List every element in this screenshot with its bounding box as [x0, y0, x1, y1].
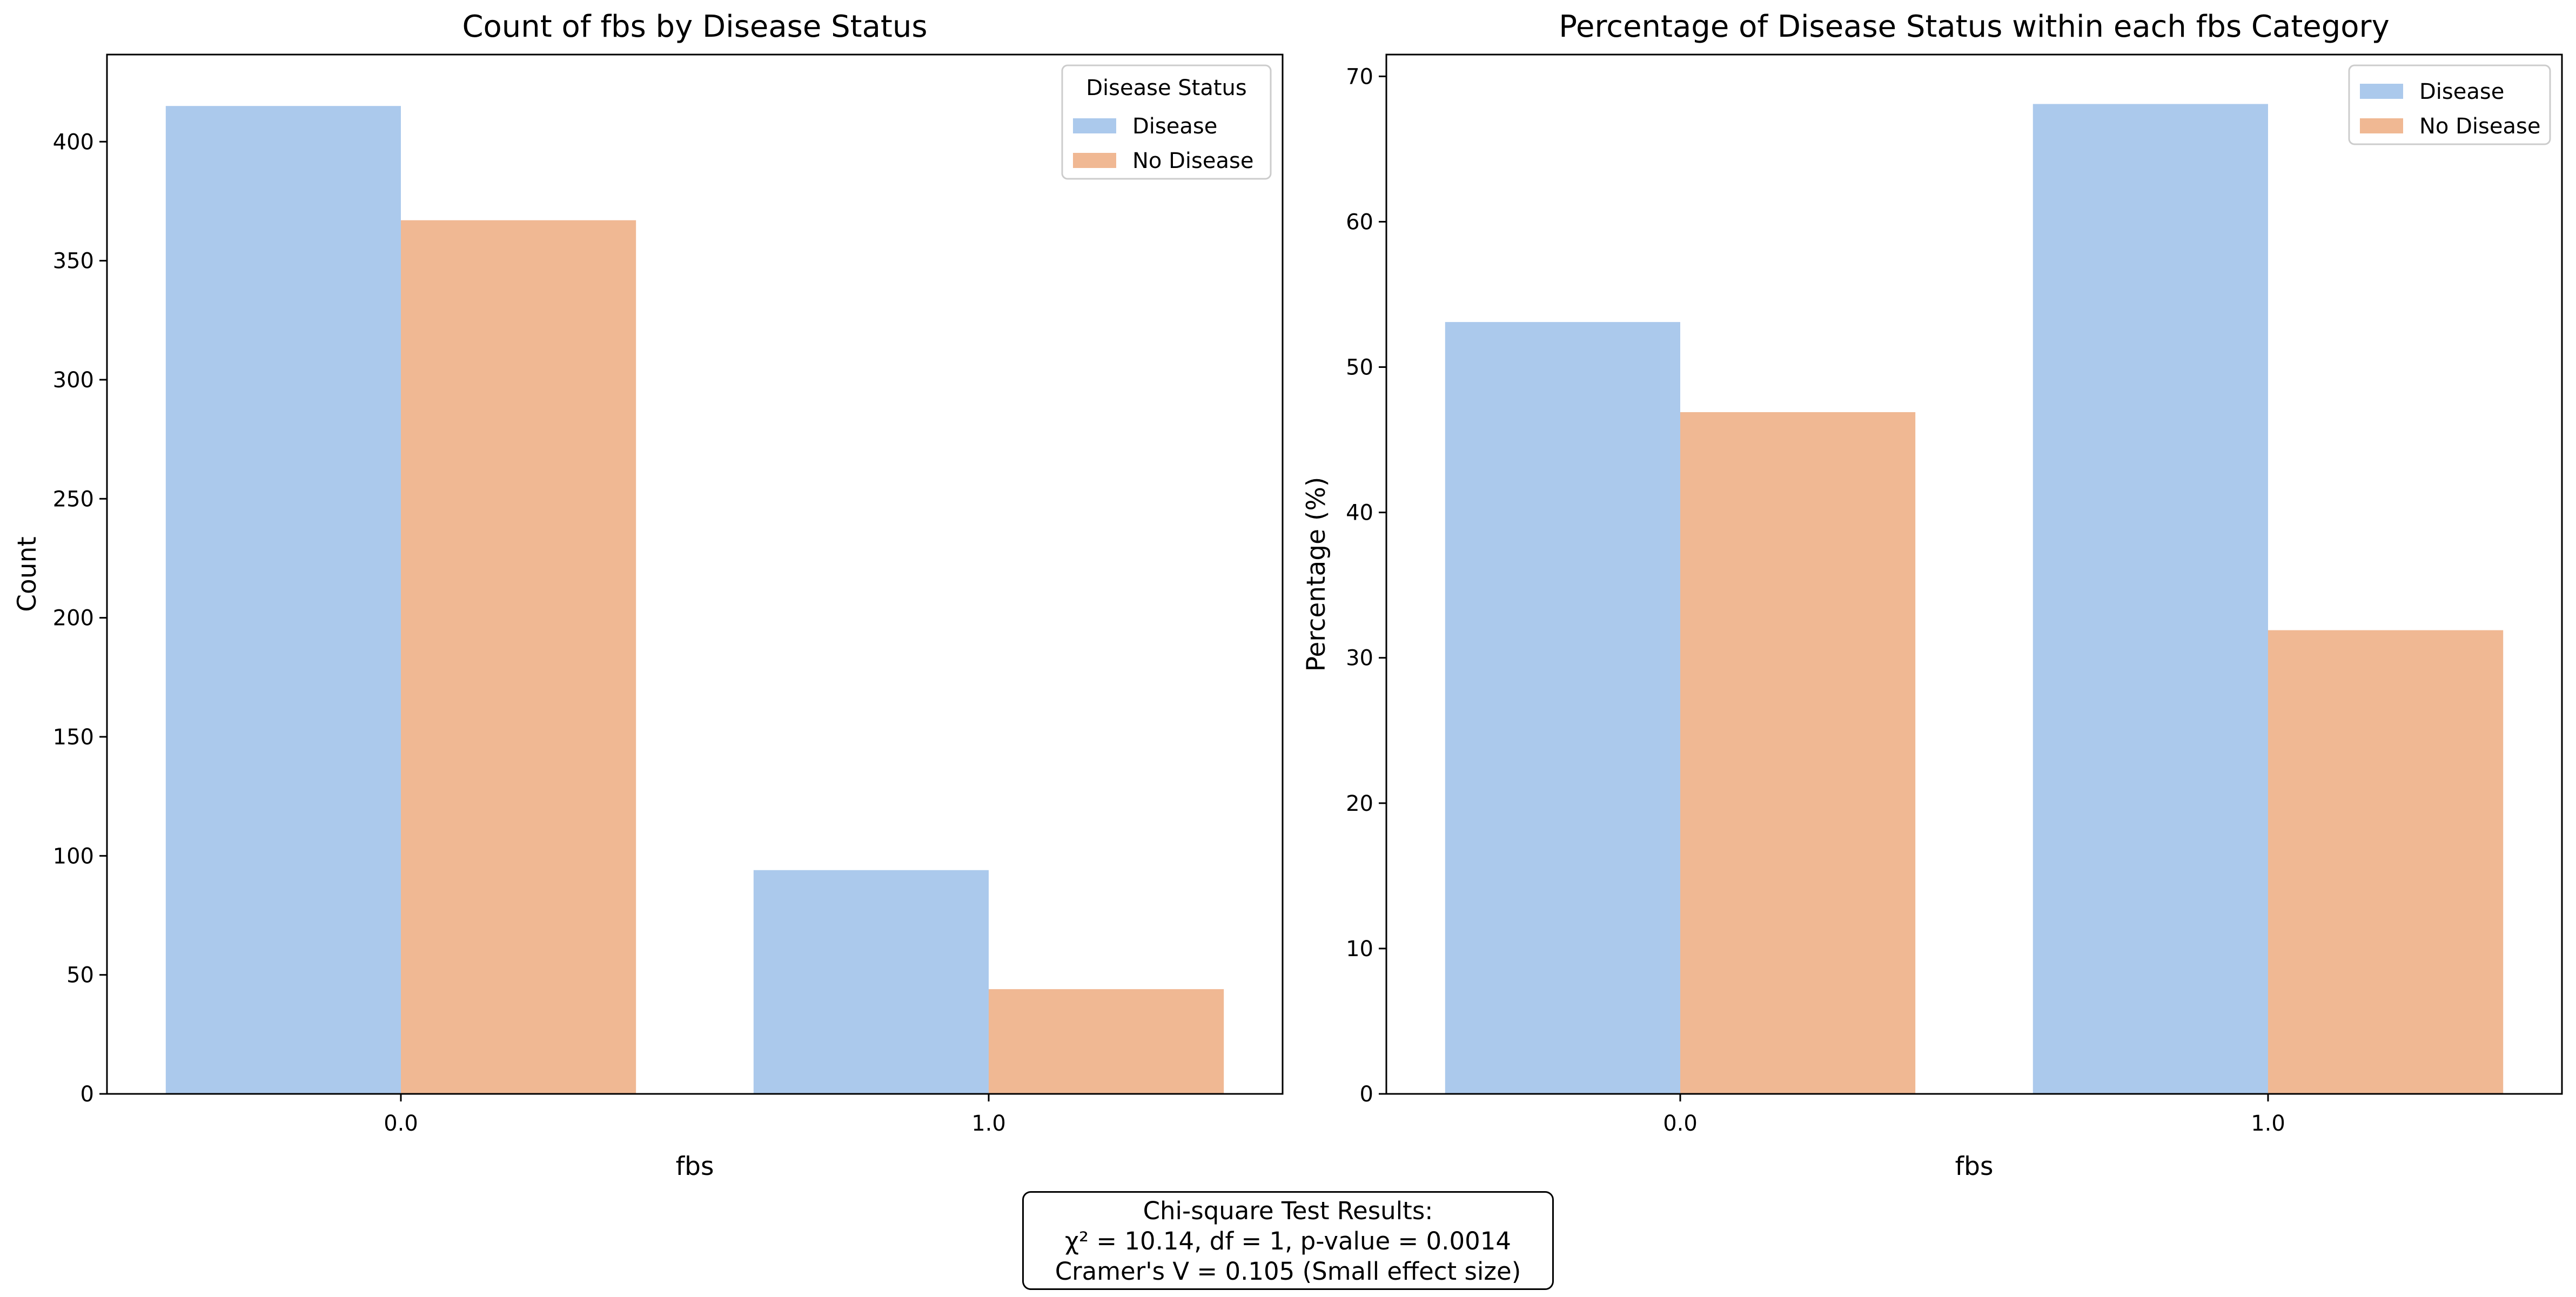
y-tick-label: 10 — [1346, 937, 1373, 962]
bar-no-disease-0-0 — [1680, 412, 1916, 1094]
legend-label-no-disease: No Disease — [2419, 114, 2540, 139]
chart-title: Percentage of Disease Status within each… — [1559, 9, 2389, 44]
y-tick-label: 50 — [1346, 355, 1373, 380]
x-axis-label: fbs — [1955, 1152, 1994, 1181]
y-tick-label: 150 — [53, 725, 94, 750]
x-tick-label: 1.0 — [2251, 1111, 2285, 1136]
y-tick-label: 350 — [53, 249, 94, 274]
bar-disease-1-0 — [753, 870, 989, 1094]
legend-box — [1061, 64, 1272, 180]
y-tick-label: 30 — [1346, 646, 1373, 671]
count-chart: 0 50 100 150 200 250 300 350 400 0.0 1.0 Count of f… — [12, 9, 1284, 1181]
percentage-chart: 0 10 20 30 40 50 60 70 0.0 1.0 Percentage of Disea… — [1302, 9, 2563, 1181]
x-tick-label: 0.0 — [384, 1111, 418, 1136]
legend-swatch-no-disease — [2360, 118, 2403, 133]
y-tick-label: 50 — [66, 963, 94, 988]
y-tick-label: 200 — [53, 606, 94, 631]
y-axis-label: Count — [12, 536, 42, 612]
y-tick-label: 60 — [1346, 210, 1373, 234]
axes-frame — [106, 53, 1284, 1095]
stats-line-chi-square: χ² = 10.14, df = 1, p-value = 0.0014 — [1064, 1227, 1512, 1255]
stats-line-title: Chi-square Test Results: — [1143, 1197, 1433, 1225]
bar-no-disease-0-0 — [401, 220, 636, 1094]
legend: Disease Status Disease No Disease — [1061, 64, 1272, 180]
bar-no-disease-1-0 — [2268, 630, 2504, 1094]
bar-disease-1-0 — [2032, 104, 2268, 1094]
x-axis-label: fbs — [676, 1152, 714, 1181]
y-tick-label: 0 — [81, 1082, 94, 1107]
y-tick-label: 0 — [1360, 1082, 1373, 1107]
y-tick-label: 20 — [1346, 791, 1373, 816]
legend: Disease No Disease — [2348, 64, 2551, 145]
y-tick-label: 70 — [1346, 64, 1373, 89]
axes-frame — [1385, 53, 2563, 1095]
chi-square-results-box: Chi-square Test Results: χ² = 10.14, df … — [1022, 1191, 1554, 1290]
bar-disease-0-0 — [1445, 322, 1680, 1094]
legend-swatch-no-disease — [1073, 153, 1116, 168]
legend-label-disease: Disease — [2419, 79, 2504, 104]
legend-title: Disease Status — [1086, 76, 1247, 100]
x-tick-label: 1.0 — [971, 1111, 1006, 1136]
legend-label-no-disease: No Disease — [1132, 149, 1253, 173]
y-tick-label: 250 — [53, 487, 94, 512]
y-axis-label: Percentage (%) — [1302, 477, 1331, 672]
x-tick-label: 0.0 — [1663, 1111, 1698, 1136]
bar-disease-0-0 — [165, 106, 401, 1094]
legend-swatch-disease — [1073, 118, 1116, 133]
stats-line-cramers-v: Cramer's V = 0.105 (Small effect size) — [1055, 1257, 1521, 1286]
y-tick-label: 400 — [53, 130, 94, 154]
legend-swatch-disease — [2360, 84, 2403, 99]
legend-label-disease: Disease — [1132, 114, 1217, 139]
bar-no-disease-1-0 — [989, 989, 1224, 1094]
y-tick-label: 300 — [53, 368, 94, 393]
chart-title: Count of fbs by Disease Status — [462, 9, 927, 44]
y-tick-label: 40 — [1346, 501, 1373, 526]
y-tick-label: 100 — [53, 844, 94, 869]
